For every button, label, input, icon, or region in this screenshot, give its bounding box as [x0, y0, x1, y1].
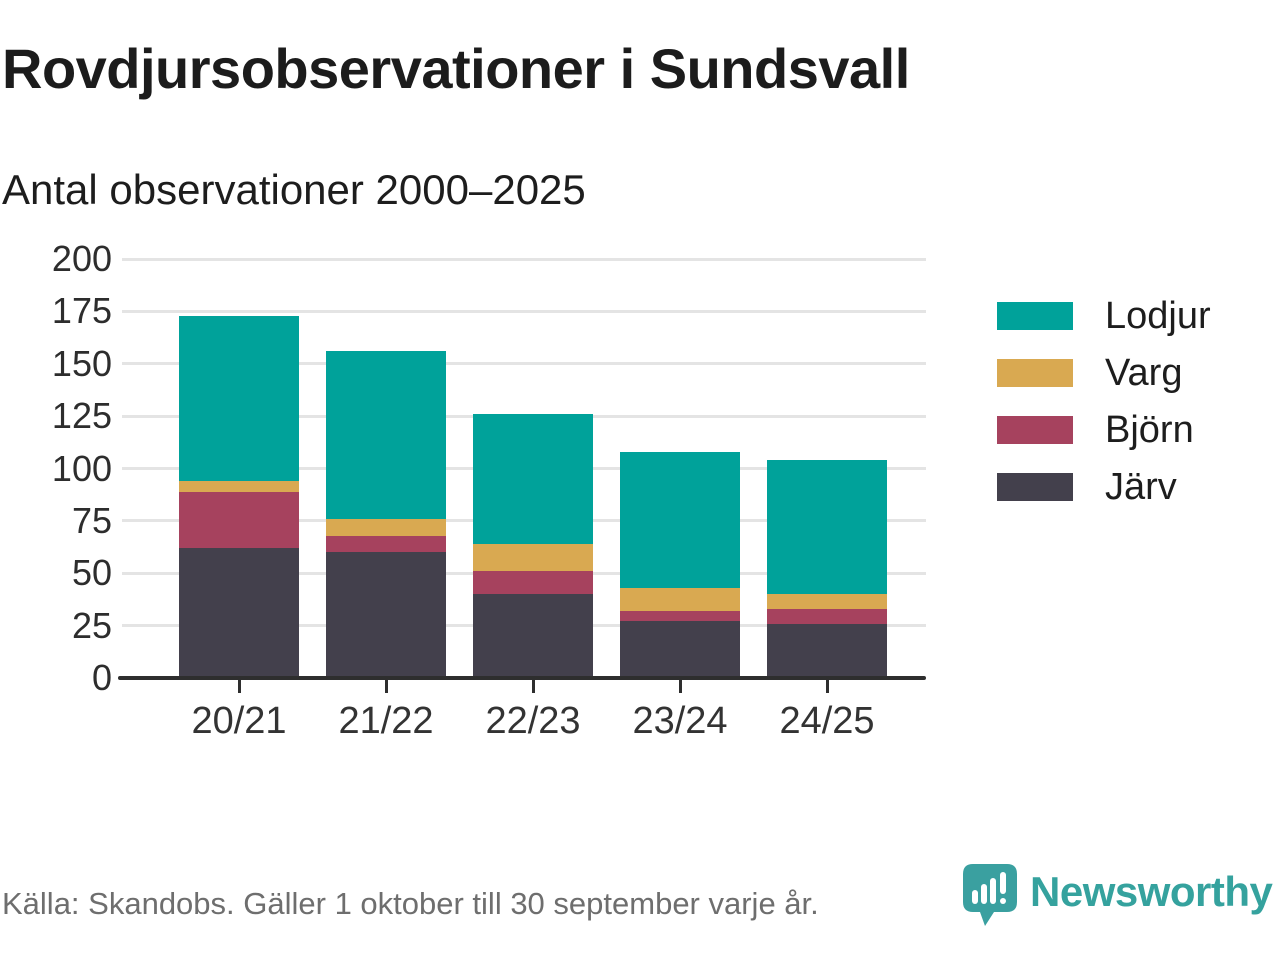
bar-23-24-björn — [620, 610, 740, 622]
gridline-150 — [122, 362, 926, 366]
bar-22-23-lodjur — [473, 414, 593, 544]
y-axis-label-25: 25 — [71, 604, 112, 646]
bar-22-23-björn — [473, 571, 593, 595]
legend-label-järv: Järv — [1105, 465, 1177, 508]
x-axis-tick-22-23 — [531, 680, 535, 693]
y-axis-label-75: 75 — [71, 499, 112, 541]
newsworthy-wordmark: Newsworthy — [1030, 868, 1273, 915]
legend-label-varg: Varg — [1105, 351, 1183, 394]
legend-swatch-lodjur — [997, 302, 1073, 330]
gridline-175 — [122, 309, 926, 313]
x-axis-label-23-24: 23/24 — [632, 700, 728, 742]
page-title: Rovdjursobservationer i Sundsvall — [2, 37, 910, 100]
x-axis-tick-20-21 — [237, 680, 241, 693]
legend-swatch-björn — [997, 416, 1073, 444]
x-axis-line — [118, 676, 926, 680]
legend-item-björn: Björn — [997, 409, 1211, 451]
x-axis-label-21-22: 21/22 — [338, 700, 434, 742]
newsworthy-bubble-icon — [963, 864, 1017, 926]
bar-21-22-björn — [326, 535, 446, 553]
chart-legend: Lodjur Varg Björn Järv — [997, 295, 1211, 530]
bar-20-21-björn — [179, 491, 299, 549]
legend-swatch-varg — [997, 359, 1073, 387]
bar-20-21-järv — [179, 548, 299, 678]
source-note: Källa: Skandobs. Gäller 1 oktober till 3… — [2, 886, 819, 921]
y-axis-label-150: 150 — [51, 342, 112, 384]
x-axis-label-24-25: 24/25 — [779, 700, 875, 742]
legend-swatch-järv — [997, 473, 1073, 501]
chart-subtitle: Antal observationer 2000–2025 — [2, 166, 586, 213]
bar-22-23-järv — [473, 594, 593, 678]
legend-label-lodjur: Lodjur — [1105, 294, 1211, 337]
bar-23-24-lodjur — [620, 451, 740, 588]
legend-item-lodjur: Lodjur — [997, 295, 1211, 337]
x-axis-tick-21-22 — [384, 680, 388, 693]
newsworthy-logo-icon — [963, 864, 1017, 928]
y-axis-label-175: 175 — [51, 290, 112, 332]
x-axis-label-20-21: 20/21 — [191, 700, 287, 742]
x-axis-tick-23-24 — [678, 680, 682, 693]
bar-23-24-varg — [620, 587, 740, 611]
bar-21-22-lodjur — [326, 351, 446, 519]
legend-item-varg: Varg — [997, 352, 1211, 394]
legend-label-björn: Björn — [1105, 408, 1194, 451]
bar-24-25-lodjur — [767, 460, 887, 595]
bar-24-25-järv — [767, 623, 887, 678]
bar-20-21-varg — [179, 481, 299, 492]
bar-20-21-lodjur — [179, 315, 299, 482]
y-axis-label-100: 100 — [51, 447, 112, 489]
bar-22-23-varg — [473, 543, 593, 572]
gridline-200 — [122, 257, 926, 261]
x-axis-label-22-23: 22/23 — [485, 700, 581, 742]
y-axis-label-50: 50 — [71, 552, 112, 594]
x-axis-tick-24-25 — [825, 680, 829, 693]
y-axis-label-125: 125 — [51, 395, 112, 437]
bar-24-25-varg — [767, 594, 887, 609]
bar-21-22-varg — [326, 518, 446, 536]
legend-item-järv: Järv — [997, 466, 1211, 508]
y-axis-label-200: 200 — [51, 238, 112, 279]
y-axis-label-0: 0 — [91, 657, 112, 698]
bar-24-25-björn — [767, 608, 887, 624]
bar-23-24-järv — [620, 621, 740, 678]
bar-21-22-järv — [326, 552, 446, 678]
